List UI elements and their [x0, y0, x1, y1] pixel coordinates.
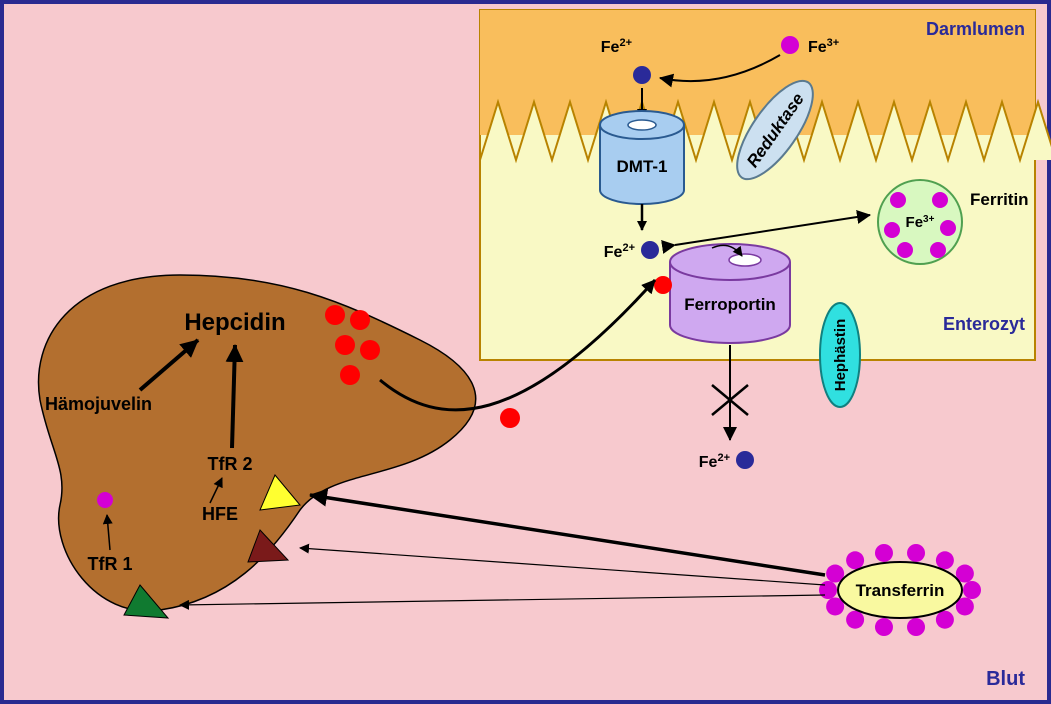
fe2-dot-blood [736, 451, 754, 469]
hamojuvelin-label: Hämojuvelin [45, 394, 152, 414]
hepcidin-dot-travel [500, 408, 520, 428]
tfr1-label: TfR 1 [88, 554, 133, 574]
dmt1-transporter: DMT-1 [600, 111, 684, 204]
ferroportin: Ferroportin [670, 244, 790, 343]
hephastin: Hephästin [820, 303, 860, 407]
hepcidin-dot-liver-2 [335, 335, 355, 355]
darmlumen-label: Darmlumen [926, 19, 1025, 39]
hepcidin-dot-liver-3 [360, 340, 380, 360]
hepcidin-dot-liver-0 [325, 305, 345, 325]
svg-text:Hephästin: Hephästin [832, 319, 849, 392]
fe3-dot-lumen [781, 36, 799, 54]
hepcidin-dot-at-ferroportin [654, 276, 672, 294]
fe2-dot-cytosol [641, 241, 659, 259]
hepcidin-label: Hepcidin [184, 309, 285, 336]
hfe-label: HFE [202, 504, 238, 524]
fe3-dot-liver [97, 492, 113, 508]
hepcidin-dot-liver-1 [350, 310, 370, 330]
blut-label: Blut [986, 668, 1025, 690]
enterozyt-label: Enterozyt [943, 314, 1025, 334]
hepcidin-dot-liver-4 [340, 365, 360, 385]
fe2-dot-lumen [633, 66, 651, 84]
ferroportin-label: Ferroportin [684, 295, 776, 314]
transferrin-label: Transferrin [856, 581, 945, 600]
tfr2-label: TfR 2 [208, 454, 253, 474]
ferritin-label: Ferritin [970, 190, 1029, 209]
dmt1-label: DMT-1 [617, 157, 668, 176]
